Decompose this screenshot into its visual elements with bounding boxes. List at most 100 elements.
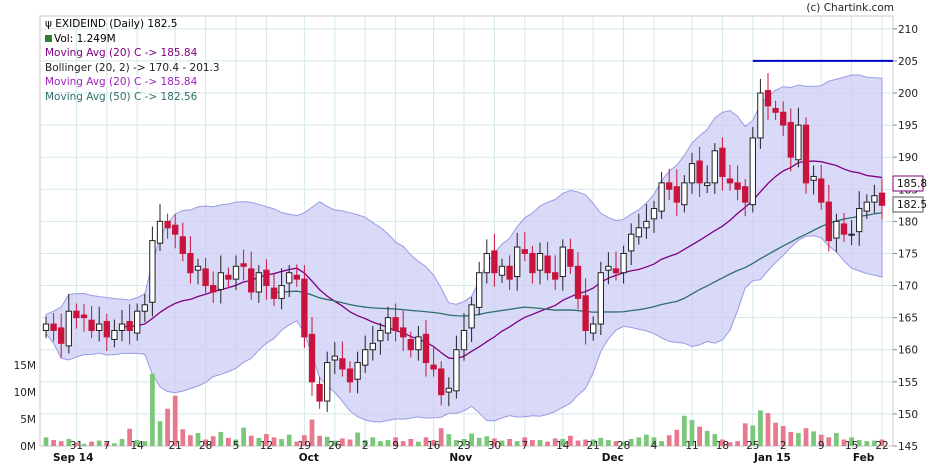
candle-body — [278, 285, 285, 299]
price-tick-label: 205 — [898, 56, 918, 68]
volume-bar — [834, 433, 839, 446]
volume-bar — [81, 443, 87, 446]
volume-bar — [157, 421, 163, 446]
candle-body — [856, 208, 863, 233]
candle — [559, 239, 566, 291]
candle-body — [514, 246, 521, 278]
candle-body — [331, 355, 338, 361]
candle-body — [263, 269, 270, 287]
candle — [498, 258, 506, 283]
candle — [308, 317, 316, 396]
candle — [871, 184, 878, 214]
price-tick-label: 180 — [898, 216, 918, 228]
candle — [453, 335, 460, 399]
candle-body — [726, 178, 734, 184]
candle-body — [240, 263, 247, 267]
volume-bar — [241, 427, 246, 446]
candle — [605, 252, 612, 285]
candle-body — [818, 178, 825, 203]
volume-bar — [423, 437, 429, 446]
day-tick-label: 23 — [457, 440, 470, 452]
candle — [445, 377, 452, 407]
volume-bar — [613, 441, 619, 446]
candle — [863, 194, 870, 219]
candle — [384, 306, 392, 341]
volume-bar — [324, 436, 330, 446]
candle-body — [453, 349, 460, 392]
volume-bar — [469, 433, 474, 446]
month-tick-label: Feb — [853, 452, 875, 464]
candle — [164, 213, 171, 239]
candle — [704, 165, 711, 194]
legend-ma20-b: Moving Avg (20) C -> 185.84 — [45, 76, 198, 89]
volume-bar — [112, 443, 117, 446]
candle — [65, 293, 72, 354]
volume-bar — [210, 436, 216, 446]
price-tick-label: 195 — [898, 120, 918, 132]
legend-volume: Vol: 1.249M — [45, 32, 220, 47]
candle-body — [377, 329, 384, 342]
day-tick-label: 7 — [521, 440, 528, 452]
candle — [156, 204, 164, 251]
volume-bar — [879, 439, 885, 446]
candle — [126, 304, 133, 345]
candle-body — [567, 249, 574, 267]
day-tick-label: 7 — [103, 440, 110, 452]
day-tick-label: 16 — [427, 440, 441, 452]
candle — [567, 238, 574, 274]
volume-bar — [256, 437, 262, 446]
price-tick-label: 200 — [898, 88, 918, 100]
volume-bar — [735, 441, 740, 446]
volume-bar — [659, 441, 664, 446]
candle-body — [301, 278, 308, 338]
volume-bar — [841, 439, 847, 446]
candle — [286, 265, 293, 298]
candle-body — [392, 317, 399, 331]
candle — [210, 271, 217, 303]
legend: ψ EXIDEIND (Daily) 182.5 Vol: 1.249M Mov… — [45, 17, 220, 105]
candle-body — [149, 240, 156, 303]
candle — [742, 179, 749, 217]
candle-body — [491, 250, 498, 274]
candle — [787, 108, 794, 172]
candle-body — [666, 182, 673, 190]
volume-bar — [796, 433, 801, 446]
candle-body — [802, 124, 810, 184]
volume-bar — [560, 438, 566, 446]
volume-bar — [233, 439, 239, 446]
candle — [232, 255, 240, 291]
candle-body — [878, 192, 886, 206]
candle — [620, 245, 627, 284]
price-tick-label: 155 — [898, 377, 918, 389]
volume-bar — [165, 408, 170, 446]
month-tick-label: Dec — [602, 452, 624, 464]
candle-body — [742, 186, 749, 203]
month-tick-label: Sep 14 — [53, 452, 93, 464]
volume-bar — [127, 428, 132, 446]
candle — [590, 316, 597, 341]
day-tick-label: 14 — [131, 440, 145, 452]
candle — [316, 376, 323, 409]
candle — [58, 313, 65, 358]
candle-body — [810, 175, 817, 181]
candle — [430, 347, 437, 377]
candle-body — [369, 342, 376, 351]
price-tick-label: 175 — [898, 248, 918, 260]
candle — [278, 268, 285, 310]
volume-bar — [674, 429, 680, 446]
candle — [88, 306, 95, 339]
candle-body — [172, 224, 179, 235]
volume-bar — [682, 415, 687, 446]
volume-bar — [590, 439, 596, 446]
volume-bar — [606, 440, 611, 446]
day-tick-label: 9 — [818, 440, 825, 452]
candle — [240, 249, 247, 281]
volume-bar — [271, 437, 277, 446]
price-tick-label: 160 — [898, 345, 918, 357]
candle-icon: ψ — [45, 18, 52, 30]
volume-bar — [872, 440, 877, 446]
candle — [354, 351, 361, 394]
volume-bar — [279, 438, 284, 446]
candle-body — [445, 387, 452, 393]
volume-bar — [302, 435, 307, 446]
